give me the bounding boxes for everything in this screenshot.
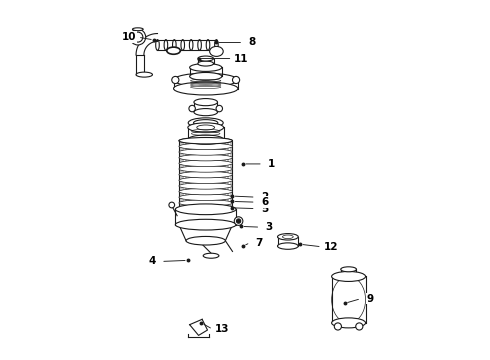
Bar (179, 141, 232, 208)
Ellipse shape (210, 46, 223, 57)
Ellipse shape (175, 204, 236, 215)
Ellipse shape (136, 72, 152, 77)
Ellipse shape (341, 267, 356, 272)
Ellipse shape (198, 61, 214, 66)
Ellipse shape (179, 143, 232, 149)
Text: 4: 4 (148, 256, 156, 266)
Circle shape (169, 202, 174, 208)
Circle shape (234, 217, 243, 225)
Ellipse shape (179, 205, 232, 212)
Ellipse shape (179, 188, 232, 195)
Text: 5: 5 (261, 203, 268, 213)
Ellipse shape (175, 219, 236, 230)
Ellipse shape (179, 205, 232, 212)
Circle shape (189, 105, 196, 112)
Ellipse shape (188, 123, 223, 132)
Circle shape (133, 32, 143, 42)
Text: 2: 2 (261, 192, 268, 202)
Ellipse shape (203, 253, 219, 258)
Ellipse shape (179, 166, 232, 172)
Ellipse shape (190, 72, 222, 80)
Ellipse shape (179, 149, 232, 155)
Ellipse shape (179, 154, 232, 161)
Ellipse shape (277, 234, 298, 240)
Ellipse shape (186, 237, 225, 245)
Text: 10: 10 (122, 32, 136, 42)
Circle shape (172, 76, 179, 84)
Circle shape (237, 219, 241, 223)
Ellipse shape (188, 135, 223, 144)
Ellipse shape (332, 318, 366, 328)
Text: 11: 11 (234, 54, 249, 64)
Ellipse shape (179, 177, 232, 184)
Text: 12: 12 (323, 242, 338, 252)
Circle shape (334, 323, 342, 330)
Ellipse shape (179, 160, 232, 167)
Text: 3: 3 (266, 222, 273, 232)
Ellipse shape (190, 64, 222, 71)
Ellipse shape (167, 47, 180, 54)
Ellipse shape (173, 82, 238, 95)
Ellipse shape (194, 120, 218, 126)
Circle shape (130, 29, 146, 45)
Text: 9: 9 (367, 294, 373, 303)
Circle shape (216, 105, 222, 112)
Ellipse shape (198, 56, 214, 61)
Text: 8: 8 (248, 37, 256, 48)
Text: 7: 7 (256, 238, 263, 248)
Text: 13: 13 (215, 324, 229, 334)
Circle shape (356, 323, 363, 330)
Ellipse shape (277, 243, 298, 249)
Ellipse shape (179, 171, 232, 178)
Ellipse shape (173, 73, 238, 87)
Ellipse shape (179, 183, 232, 189)
Ellipse shape (179, 194, 232, 201)
Text: 6: 6 (261, 197, 268, 207)
Text: 1: 1 (268, 159, 275, 169)
Ellipse shape (194, 109, 218, 116)
Ellipse shape (179, 200, 232, 206)
Ellipse shape (188, 118, 223, 128)
Circle shape (232, 76, 240, 84)
Ellipse shape (132, 28, 143, 31)
Ellipse shape (194, 99, 218, 106)
Ellipse shape (179, 138, 232, 144)
Ellipse shape (179, 138, 232, 144)
Ellipse shape (332, 271, 366, 282)
